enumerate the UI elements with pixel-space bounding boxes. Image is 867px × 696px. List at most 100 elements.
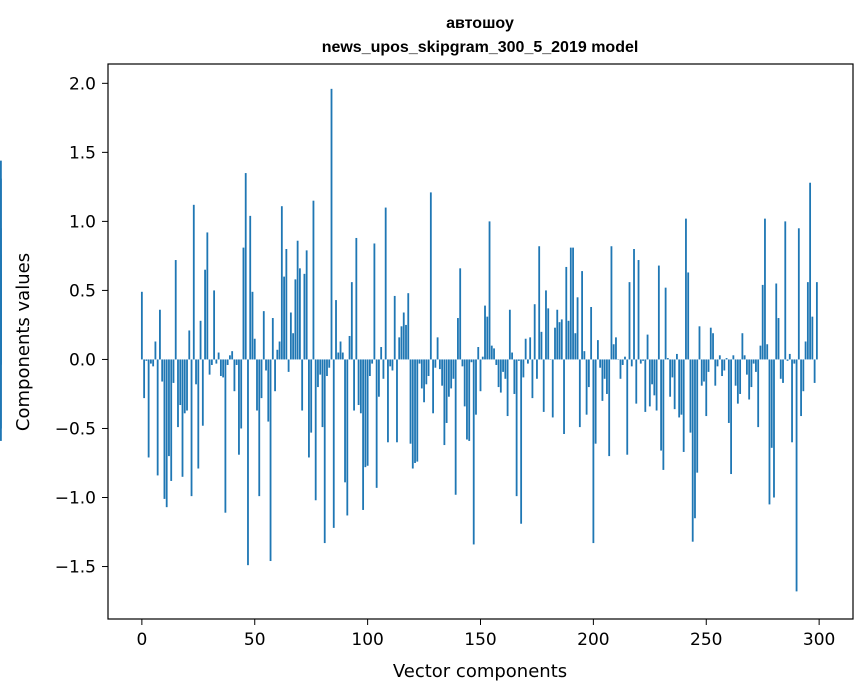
- bar: [578, 359, 581, 428]
- bar: [163, 359, 166, 499]
- bar: [621, 359, 624, 365]
- x-tick-label: 150: [464, 630, 496, 650]
- bar: [565, 266, 568, 360]
- bar: [784, 221, 787, 360]
- bar: [206, 232, 209, 360]
- bar: [432, 359, 434, 414]
- bar: [238, 359, 240, 455]
- bar: [249, 215, 252, 360]
- bar: [289, 312, 292, 360]
- x-tick-label: 300: [803, 630, 835, 650]
- bar: [170, 359, 173, 481]
- y-axis-label: Components values: [13, 253, 34, 431]
- bar: [145, 359, 148, 361]
- bar: [554, 327, 556, 360]
- bar: [527, 359, 529, 364]
- bar: [310, 359, 313, 433]
- bar: [775, 283, 778, 360]
- bar: [558, 322, 561, 360]
- bar: [624, 356, 626, 360]
- plot-frame: [107, 63, 854, 620]
- bar: [608, 359, 611, 457]
- bar: [533, 304, 536, 360]
- bar: [312, 200, 315, 360]
- bar: [346, 359, 349, 516]
- bar: [235, 359, 238, 365]
- bar: [486, 316, 489, 360]
- bar: [540, 331, 543, 360]
- bar: [438, 359, 441, 370]
- bar: [813, 359, 816, 383]
- bar: [524, 338, 527, 360]
- bar: [353, 359, 355, 411]
- bar: [389, 359, 392, 367]
- bar: [244, 173, 247, 360]
- bar: [174, 260, 177, 360]
- bar: [479, 359, 482, 392]
- bar: [511, 352, 514, 360]
- bar: [475, 359, 477, 415]
- bar: [210, 359, 213, 365]
- x-tick-label: 100: [351, 630, 383, 650]
- bar: [319, 359, 322, 375]
- bar: [296, 240, 299, 360]
- bar: [531, 359, 534, 399]
- bar: [179, 359, 182, 406]
- bar: [529, 337, 532, 360]
- bar: [685, 218, 687, 360]
- bar: [750, 359, 753, 388]
- bar: [168, 359, 170, 457]
- bar: [219, 359, 222, 377]
- bar: [542, 359, 545, 412]
- bar: [321, 359, 324, 428]
- bar: [278, 341, 281, 360]
- bar: [387, 359, 389, 443]
- bar: [416, 359, 419, 462]
- bar: [495, 359, 498, 365]
- bar: [271, 318, 274, 360]
- bar: [727, 359, 730, 423]
- bar: [626, 359, 629, 455]
- bar: [707, 359, 710, 372]
- bar: [660, 359, 663, 451]
- bar: [739, 359, 742, 394]
- bar: [201, 359, 204, 426]
- bar: [488, 221, 491, 360]
- bar: [687, 272, 690, 360]
- bar: [515, 359, 518, 497]
- bar: [601, 359, 604, 401]
- bar: [461, 359, 464, 367]
- bar: [359, 359, 362, 414]
- bar: [651, 359, 653, 385]
- bar: [691, 359, 694, 542]
- bar: [755, 359, 757, 372]
- bar: [646, 334, 649, 360]
- bar: [551, 359, 554, 418]
- bar: [183, 359, 186, 414]
- bar: [689, 359, 692, 433]
- x-tick-label: 250: [690, 630, 722, 650]
- bar: [635, 359, 638, 404]
- bar: [143, 359, 146, 399]
- bar: [504, 359, 507, 379]
- bar: [362, 359, 365, 510]
- bar: [793, 359, 796, 364]
- bar: [292, 333, 295, 360]
- bar: [341, 352, 344, 360]
- bar: [644, 359, 647, 412]
- bar: [364, 359, 367, 468]
- bar: [443, 359, 446, 446]
- bar: [317, 359, 319, 388]
- bar: [610, 246, 613, 360]
- bar: [682, 359, 685, 452]
- bar: [280, 206, 283, 360]
- bar: [734, 359, 737, 386]
- bar: [723, 359, 726, 371]
- bar: [536, 359, 538, 379]
- bar: [267, 359, 270, 422]
- y-tick-label: −1.5: [55, 558, 96, 578]
- bar: [229, 355, 231, 360]
- bar: [481, 356, 484, 360]
- y-axis-ticks: −1.5 −1.0 −0.5 0.0 0.5 1.0 1.5 2.0: [55, 74, 108, 578]
- bar: [398, 337, 401, 360]
